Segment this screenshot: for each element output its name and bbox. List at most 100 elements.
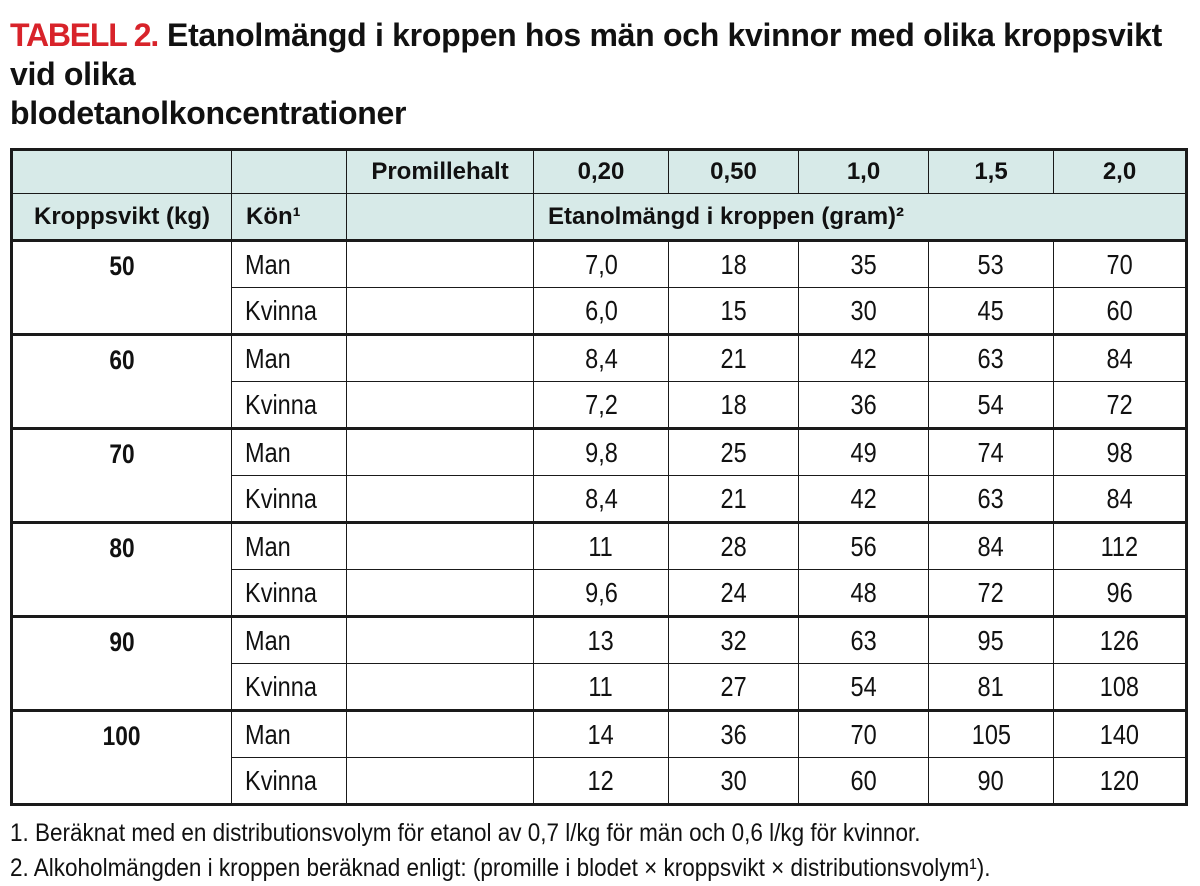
weight-cell: 60 [11, 334, 232, 430]
value-cell: 36 [798, 381, 929, 430]
sex-value: Man [245, 436, 291, 468]
value-cell: 9,8 [533, 428, 669, 476]
weight-cell: 90 [11, 616, 232, 712]
value-cell: 15 [668, 287, 799, 336]
header-row-promille: Promillehalt 0,20 0,50 1,0 1,5 2,0 [11, 149, 1187, 194]
value-cell: 13 [533, 616, 669, 664]
weight-cell: 80 [11, 522, 232, 618]
value-cell: 54 [928, 381, 1054, 430]
value-cell: 56 [798, 522, 929, 570]
ethanol-amount-header: Etanolmängd i kroppen (gram)² [533, 193, 1187, 242]
sex-cell: Kvinna [231, 475, 347, 524]
value-cell: 70 [798, 710, 929, 758]
sex-value: Kvinna [245, 764, 317, 796]
sex-value: Kvinna [245, 576, 317, 608]
title-text-line-2: blodetanolkoncentrationer [10, 95, 407, 131]
table-body: 50 Man 7,0 18 35 53 70 Kvinna 6,0 15 30 … [11, 240, 1187, 806]
value-cell: 84 [928, 522, 1054, 570]
value-cell: 32 [668, 616, 799, 664]
table-row: 90 Man 13 32 63 95 126 [11, 616, 1187, 712]
sex-cell: Kvinna [231, 569, 347, 618]
table-row: Kvinna 7,2 18 36 54 72 [12, 381, 1187, 430]
value-cell: 30 [668, 757, 799, 806]
empty-cell [346, 334, 534, 382]
sex-cell: Man [231, 240, 347, 288]
empty-cell [346, 616, 534, 664]
value-cell: 42 [798, 475, 929, 524]
value-cell: 7,0 [533, 240, 669, 288]
value-cell: 28 [668, 522, 799, 570]
value-cell: 60 [798, 757, 929, 806]
footnotes: 1. Beräknat med en distributionsvolym fö… [10, 816, 1192, 886]
value-cell: 54 [798, 663, 929, 712]
sex-column-header: Kön¹ [231, 193, 347, 242]
value-cell: 35 [798, 240, 929, 288]
value-cell: 126 [1053, 616, 1187, 664]
value-cell: 30 [798, 287, 929, 336]
weight-value: 90 [109, 627, 135, 657]
value-cell: 105 [928, 710, 1054, 758]
empty-cell [346, 522, 534, 570]
empty-header-cell [11, 149, 232, 194]
table-row: Kvinna 6,0 15 30 45 60 [12, 287, 1187, 336]
promillehalt-header: Promillehalt [346, 149, 534, 194]
value-cell: 48 [798, 569, 929, 618]
value-cell: 21 [668, 475, 799, 524]
table-row: 80 Man 11 28 56 84 112 [11, 522, 1187, 618]
value-cell: 60 [1053, 287, 1187, 336]
footnote-1: 1. Beräknat med en distributionsvolym fö… [10, 819, 921, 847]
sex-cell: Kvinna [231, 757, 347, 806]
value-cell: 72 [928, 569, 1054, 618]
table-header: Promillehalt 0,20 0,50 1,0 1,5 2,0 Kropp… [11, 149, 1187, 242]
value-cell: 12 [533, 757, 669, 806]
empty-cell [346, 428, 534, 476]
value-cell: 63 [798, 616, 929, 664]
sex-cell: Man [231, 616, 347, 664]
concentration-header: 1,5 [928, 149, 1054, 194]
value-cell: 53 [928, 240, 1054, 288]
weight-value: 70 [109, 439, 135, 469]
empty-cell [346, 475, 534, 524]
value-cell: 27 [668, 663, 799, 712]
sex-value: Kvinna [245, 670, 317, 702]
title-line-1: TABELL 2. Etanolmängd i kroppen hos män o… [10, 17, 1162, 92]
table-row: 100 Man 14 36 70 105 140 [11, 710, 1187, 806]
table-row: 60 Man 8,4 21 42 63 84 [11, 334, 1187, 430]
value-cell: 63 [928, 475, 1054, 524]
value-cell: 25 [668, 428, 799, 476]
page-title: TABELL 2. Etanolmängd i kroppen hos män o… [10, 16, 1192, 133]
sex-cell: Kvinna [231, 663, 347, 712]
sex-cell: Man [231, 428, 347, 476]
value-cell: 72 [1053, 381, 1187, 430]
empty-cell [346, 381, 534, 430]
empty-cell [346, 569, 534, 618]
sex-value: Man [245, 342, 291, 374]
value-cell: 74 [928, 428, 1054, 476]
sex-cell: Man [231, 522, 347, 570]
value-cell: 84 [1053, 334, 1187, 382]
concentration-header: 1,0 [798, 149, 929, 194]
empty-header-cell [231, 149, 347, 194]
sex-cell: Man [231, 334, 347, 382]
sex-value: Man [245, 718, 291, 750]
value-cell: 96 [1053, 569, 1187, 618]
footnote-2: 2. Alkoholmängden i kroppen beräknad enl… [10, 854, 991, 882]
value-cell: 11 [533, 663, 669, 712]
sex-cell: Kvinna [231, 381, 347, 430]
value-cell: 18 [668, 240, 799, 288]
empty-cell [346, 710, 534, 758]
table-row: Kvinna 12 30 60 90 120 [12, 757, 1187, 806]
empty-cell [346, 287, 534, 336]
value-cell: 45 [928, 287, 1054, 336]
weight-value: 100 [103, 721, 141, 751]
empty-header-cell [346, 193, 534, 242]
sex-value: Kvinna [245, 294, 317, 326]
value-cell: 108 [1053, 663, 1187, 712]
value-cell: 8,4 [533, 334, 669, 382]
value-cell: 18 [668, 381, 799, 430]
value-cell: 9,6 [533, 569, 669, 618]
value-cell: 42 [798, 334, 929, 382]
empty-cell [346, 663, 534, 712]
sex-value: Kvinna [245, 388, 317, 420]
